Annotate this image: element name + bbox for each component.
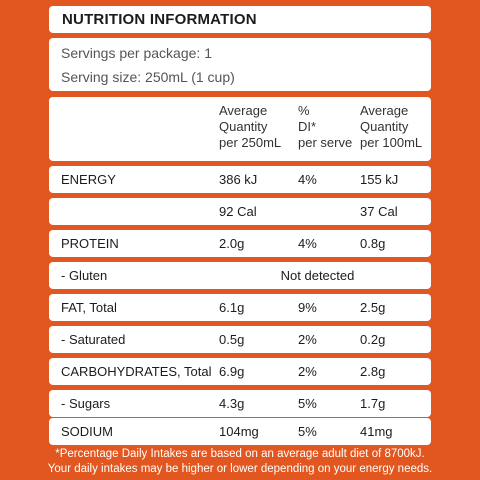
row-daily-intake: 2% [298, 332, 317, 347]
row-qty-per-100ml: 2.8g [360, 364, 386, 379]
header-qty-per-serve: Average Quantity per 250mL [219, 103, 281, 151]
header-per100-line2: Quantity [360, 119, 409, 134]
row-label: - Sugars [61, 396, 111, 411]
row-qty-per-serve: 0.5g [219, 332, 245, 347]
row-label: CARBOHYDRATES, Total [61, 364, 212, 379]
footnote-line-1: *Percentage Daily Intakes are based on a… [55, 448, 425, 460]
table-row-sugars: - Sugars 4.3g 5% 1.7g [49, 390, 431, 417]
column-header-panel: Average Quantity per 250mL % DI* per ser… [49, 97, 431, 161]
row-label: - Saturated [61, 332, 126, 347]
row-daily-intake: 5% [298, 396, 317, 411]
table-row-energy-kj: ENERGY 386 kJ 4% 155 kJ [49, 166, 431, 193]
row-daily-intake: 2% [298, 364, 317, 379]
row-qty-per-serve: 4.3g [219, 396, 245, 411]
footnote: *Percentage Daily Intakes are based on a… [0, 447, 480, 477]
header-di-line1: % [298, 103, 310, 118]
table-row-fat-total: FAT, Total 6.1g 9% 2.5g [49, 294, 431, 321]
row-daily-intake: 5% [298, 424, 317, 439]
table-row-sodium: SODIUM 104mg 5% 41mg [49, 418, 431, 445]
header-per100-line1: Average [360, 103, 409, 118]
row-label: FAT, Total [61, 300, 117, 315]
header-qty-line2: Quantity [219, 119, 268, 134]
serving-size: Serving size: 250mL (1 cup) [61, 69, 235, 85]
row-qty-per-100ml: 0.2g [360, 332, 386, 347]
row-daily-intake: 4% [298, 172, 317, 187]
header-daily-intake: % DI* per serve [298, 103, 352, 151]
footnote-line-2: Your daily intakes may be higher or lowe… [47, 463, 433, 475]
row-qty-per-serve: 6.9g [219, 364, 245, 379]
header-di-line2: DI* [298, 119, 317, 134]
title-panel: NUTRITION INFORMATION [49, 6, 431, 33]
row-qty-per-serve: 386 kJ [219, 172, 258, 187]
row-merged-value: Not detected [280, 268, 355, 283]
table-row-saturated: - Saturated 0.5g 2% 0.2g [49, 326, 431, 353]
header-di-line3: per serve [298, 135, 353, 150]
row-qty-per-100ml: 37 Cal [360, 204, 398, 219]
row-qty-per-serve: 104mg [219, 424, 259, 439]
table-row-gluten: - Gluten Not detected [49, 262, 431, 289]
row-qty-per-100ml: 0.8g [360, 236, 386, 251]
header-qty-line1: Average [219, 103, 268, 118]
servings-panel: Servings per package: 1 Serving size: 25… [49, 38, 431, 91]
table-row-protein: PROTEIN 2.0g 4% 0.8g [49, 230, 431, 257]
row-label: PROTEIN [61, 236, 119, 251]
header-per100-line3: per 100mL [360, 135, 423, 150]
row-qty-per-100ml: 1.7g [360, 396, 386, 411]
table-row-carbohydrates: CARBOHYDRATES, Total 6.9g 2% 2.8g [49, 358, 431, 385]
row-label: ENERGY [61, 172, 116, 187]
header-qty-per-100ml: Average Quantity per 100mL [360, 103, 422, 151]
row-label: SODIUM [61, 424, 113, 439]
page-title: NUTRITION INFORMATION [62, 11, 257, 28]
row-qty-per-serve: 92 Cal [219, 204, 257, 219]
row-qty-per-serve: 6.1g [219, 300, 245, 315]
row-qty-per-100ml: 155 kJ [360, 172, 399, 187]
row-daily-intake: 4% [298, 236, 317, 251]
row-qty-per-serve: 2.0g [219, 236, 245, 251]
row-qty-per-100ml: 41mg [360, 424, 393, 439]
table-row-energy-cal: 92 Cal 37 Cal [49, 198, 431, 225]
header-qty-line3: per 250mL [219, 135, 282, 150]
servings-per-package: Servings per package: 1 [61, 45, 212, 61]
row-qty-per-100ml: 2.5g [360, 300, 386, 315]
row-label: - Gluten [61, 268, 108, 283]
row-daily-intake: 9% [298, 300, 317, 315]
